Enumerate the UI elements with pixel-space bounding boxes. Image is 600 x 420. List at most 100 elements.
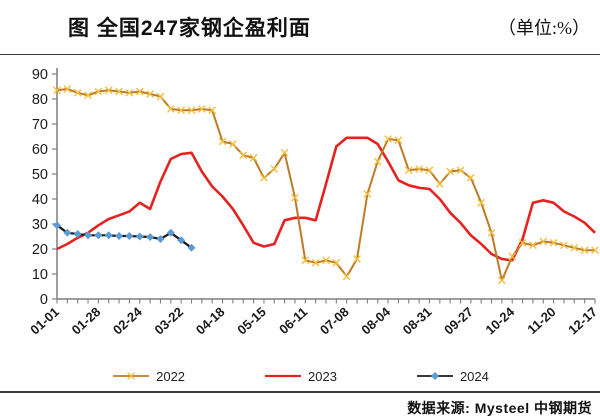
series-2024-diamond-marker xyxy=(187,243,196,252)
series-2022-x-marker xyxy=(529,241,537,250)
series-2024-diamond-marker xyxy=(146,233,155,241)
series-2022-x-marker xyxy=(342,272,351,281)
series-2022-x-marker xyxy=(197,105,206,113)
x-tick-label: 10-24 xyxy=(482,304,517,338)
y-tick-label: 10 xyxy=(32,267,48,283)
y-tick-label: 50 xyxy=(32,167,48,183)
x-tick-label: 03-22 xyxy=(151,304,186,337)
series-2022-x-marker xyxy=(291,193,299,202)
x-tick-label: 08-04 xyxy=(358,304,393,338)
series-2024-diamond-marker xyxy=(104,231,113,240)
series-2024-diamond-marker xyxy=(84,231,93,240)
series-2022-x-marker xyxy=(218,137,227,146)
series-2022-x-marker xyxy=(280,148,289,157)
series-2024-diamond-marker xyxy=(94,231,103,240)
legend-swatch-2022 xyxy=(113,372,150,380)
footer-divider xyxy=(0,391,600,393)
series-2022-x-marker xyxy=(311,258,320,267)
series-2022-x-marker xyxy=(508,252,517,261)
legend-swatch-2024 xyxy=(416,372,453,380)
series-2022-x-marker xyxy=(560,241,568,250)
x-tick-label: 05-15 xyxy=(234,304,269,337)
x-tick-label: 06-11 xyxy=(276,304,310,337)
legend-label: 2022 xyxy=(156,368,186,384)
legend-label: 2024 xyxy=(459,368,489,384)
series-2022-x-marker xyxy=(249,153,258,162)
series-2022-x-marker xyxy=(146,90,155,98)
y-tick-label: 60 xyxy=(32,142,48,158)
series-2022-x-marker xyxy=(187,106,196,115)
data-source-label: 数据来源: Mysteel 中钢期货 xyxy=(407,400,592,416)
chart-title: 图 全国247家钢企盈利面 xyxy=(68,17,311,40)
series-2022-x-marker xyxy=(301,256,310,265)
x-tick-label: 11-20 xyxy=(524,304,558,337)
series-2022-x-marker xyxy=(270,165,279,173)
series-2022-x-marker xyxy=(518,238,527,247)
chart-unit-label: （单位:%） xyxy=(498,18,590,38)
x-tick-label: 08-31 xyxy=(400,304,435,337)
series-2022-x-marker xyxy=(73,88,82,97)
legend-item-2024: 2024 xyxy=(415,369,489,384)
y-tick-label: 40 xyxy=(32,192,48,208)
series-2022-x-marker xyxy=(591,246,599,255)
legend-label: 2023 xyxy=(308,368,337,384)
series-2022-x-marker xyxy=(156,92,165,101)
series-2024-diamond-marker xyxy=(73,230,82,238)
legend-item-2022: 2022 xyxy=(111,369,185,384)
header-divider xyxy=(0,54,600,55)
x-tick-label: 07-08 xyxy=(317,304,352,337)
series-2024-diamond-marker xyxy=(177,236,186,245)
series-2024-diamond-marker xyxy=(166,228,175,237)
series-2024-diamond-marker xyxy=(115,232,124,240)
series-2022-x-marker xyxy=(177,106,186,115)
series-2022-x-marker xyxy=(539,237,548,246)
legend-x-marker-icon xyxy=(127,372,136,380)
series-2022-x-marker xyxy=(477,198,486,207)
series-2022-x-marker xyxy=(239,151,248,160)
series-2022-x-marker xyxy=(415,165,424,173)
legend-diamond-marker-icon xyxy=(430,372,439,380)
y-tick-label: 80 xyxy=(32,92,48,108)
series-2022-x-marker xyxy=(332,258,341,267)
series-2023-line xyxy=(56,136,596,262)
series-2022-x-marker xyxy=(322,256,330,265)
series-2022-x-marker xyxy=(404,166,413,175)
series-2022-x-marker xyxy=(487,228,496,237)
series-2022-x-marker xyxy=(94,87,103,96)
x-tick-label: 09-27 xyxy=(441,304,476,337)
x-tick-label: 01-01 xyxy=(27,304,62,337)
x-tick-label: 04-18 xyxy=(193,304,228,337)
series-2022-x-marker xyxy=(384,135,392,143)
series-2022-x-marker xyxy=(570,243,579,252)
series-2022-x-marker xyxy=(466,173,475,182)
series-2022-x-marker xyxy=(125,88,134,97)
series-2022-x-marker xyxy=(446,167,455,176)
series-2022-x-marker xyxy=(53,86,61,95)
series-2022-x-marker xyxy=(425,166,434,175)
series-2022-x-marker xyxy=(166,105,175,113)
y-tick-label: 0 xyxy=(40,292,48,308)
series-2022-x-marker xyxy=(63,85,72,93)
series-2022-x-marker xyxy=(84,91,92,100)
y-tick-label: 70 xyxy=(32,117,48,133)
series-2022-x-marker xyxy=(394,136,403,145)
series-2024-diamond-marker xyxy=(53,221,61,230)
series-2022-x-marker xyxy=(115,87,123,96)
series-2022-x-marker xyxy=(228,140,237,148)
legend-item-2023: 2023 xyxy=(263,369,337,384)
series-2024-diamond-marker xyxy=(156,235,165,243)
y-tick-label: 30 xyxy=(32,217,48,233)
series-2022-x-marker xyxy=(363,190,372,198)
series-2022-x-marker xyxy=(208,106,217,115)
series-2022-x-marker xyxy=(456,166,465,175)
series-2022-x-marker xyxy=(260,173,268,182)
series-2022-x-marker xyxy=(549,238,558,247)
x-tick-label: 12-17 xyxy=(565,304,600,337)
series-2022-x-marker xyxy=(373,157,382,166)
chart-legend: 2022 2023 2024 xyxy=(0,365,600,387)
y-tick-label: 90 xyxy=(32,67,48,83)
x-tick-label: 01-28 xyxy=(69,304,104,337)
series-2022-x-marker xyxy=(353,255,361,263)
